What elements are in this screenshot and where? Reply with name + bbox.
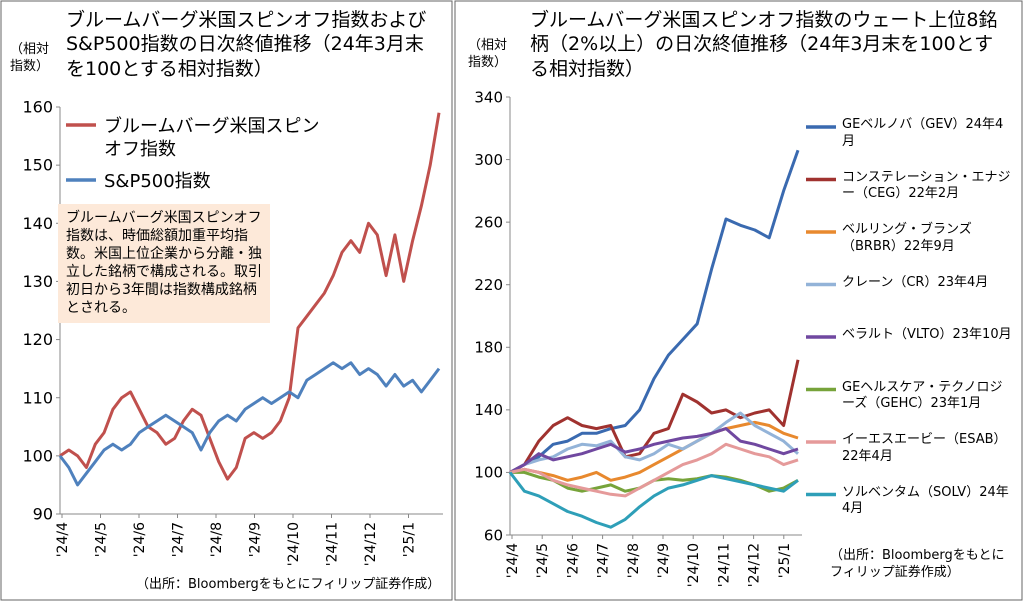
legend-label: ブルームバーグ米国スピンオフ指数 <box>104 116 320 161</box>
x-tick-label: '24/9 <box>248 522 264 557</box>
series-line <box>58 361 441 487</box>
y-tick-label: 150 <box>22 156 53 175</box>
y-tick-label: 340 <box>474 88 503 106</box>
x-tick-label: '24/4 <box>55 522 71 557</box>
legend-label: S&P500指数 <box>104 171 211 192</box>
chart-title: ブルームバーグ米国スピンオフ指数のウェート上位8銘柄（2%以上）の日次終値推移（… <box>530 9 998 80</box>
x-tick-label: '24/8 <box>626 543 642 578</box>
y-tick-label: 90 <box>33 505 53 524</box>
series-line <box>509 420 799 482</box>
series-line <box>508 471 799 529</box>
x-tick-label: '24/6 <box>565 543 581 578</box>
x-tick-label: '24/7 <box>596 543 612 578</box>
x-tick-label: '24/10 <box>686 543 702 587</box>
legend-label: コンステレーション・エナジー（CEG）22年2月 <box>842 169 1011 202</box>
y-axis-label: （相対指数） <box>468 38 508 70</box>
y-tick-label: 180 <box>474 339 503 357</box>
x-tick-label: '24/5 <box>535 543 551 578</box>
legend-label: ベラルト（VLTO）23年10月 <box>842 327 1012 342</box>
source-note: （出所：Bloombergをもとにフィリップ証券作成） <box>830 548 1005 580</box>
y-tick-label: 300 <box>474 151 503 169</box>
x-tick-label: '24/9 <box>656 543 672 578</box>
legend-label: ベルリング・ブランズ（BRBR）22年9月 <box>842 222 972 254</box>
x-tick-label: '25/1 <box>402 522 418 557</box>
series-line <box>509 149 800 474</box>
y-axis-label: （相対指数） <box>10 42 50 74</box>
legend-label: GEヘルスケア・テクノロジーズ（GEHC）23年1月 <box>842 379 1003 412</box>
x-tick-label: '24/11 <box>716 543 732 587</box>
x-tick-label: '24/11 <box>325 522 341 566</box>
series-line <box>509 427 799 474</box>
y-tick-label: 260 <box>474 213 503 231</box>
series-line <box>59 112 441 481</box>
series-line <box>509 359 800 474</box>
x-tick-label: '24/12 <box>747 543 763 587</box>
x-tick-label: '24/4 <box>505 543 521 578</box>
legend-label: クレーン（CR）23年4月 <box>842 274 989 290</box>
x-tick-label: '24/10 <box>286 522 302 566</box>
y-tick-label: 220 <box>474 276 503 294</box>
source-note: （出所：Bloombergをもとにフィリップ証券作成） <box>136 577 441 592</box>
x-tick-label: '24/12 <box>363 522 379 566</box>
chart-title: ブルームバーグ米国スピンオフ指数およびS&P500指数の日次終値推移（24年3月… <box>66 9 427 80</box>
y-tick-label: 100 <box>474 464 503 482</box>
y-tick-label: 110 <box>22 388 53 407</box>
legend-label: ソルベンタム（SOLV）24年4月 <box>842 484 1009 517</box>
y-tick-label: 120 <box>22 330 53 349</box>
y-tick-label: 130 <box>22 272 53 291</box>
series-line <box>509 442 799 498</box>
y-tick-label: 160 <box>22 98 53 117</box>
y-tick-label: 100 <box>22 446 53 465</box>
x-tick-label: '24/8 <box>209 522 225 557</box>
x-tick-label: '25/1 <box>777 543 793 578</box>
right-panel <box>454 0 1023 601</box>
y-tick-label: 60 <box>484 526 503 544</box>
series-line <box>509 411 799 474</box>
annotation: ブルームバーグ米国スピンオフ指数は、時価総額加重平均指数。米国上位企業から分離・… <box>58 204 270 324</box>
legend-label: イーエスエービー（ESAB）22年4月 <box>842 432 1007 464</box>
x-tick-label: '24/6 <box>132 522 148 557</box>
y-tick-label: 140 <box>22 214 53 233</box>
x-tick-label: '24/7 <box>171 522 187 557</box>
legend-label: GEベルノバ（GEV）24年4月 <box>842 117 1004 149</box>
y-tick-label: 140 <box>474 401 503 419</box>
x-tick-label: '24/5 <box>94 522 110 557</box>
left-panel <box>0 0 453 601</box>
